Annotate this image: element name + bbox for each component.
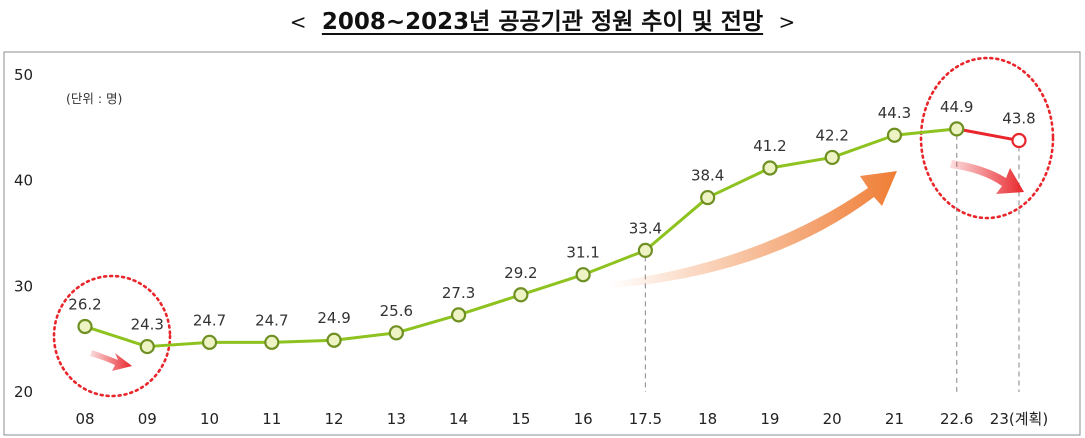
title-bracket-right: > bbox=[778, 10, 796, 34]
x-tick-label: 15 bbox=[511, 410, 530, 428]
data-label: 44.3 bbox=[878, 104, 911, 122]
data-label: 29.2 bbox=[504, 264, 537, 282]
data-label: 24.7 bbox=[193, 311, 226, 329]
title-bracket-left: < bbox=[289, 10, 307, 34]
x-tick-label: 21 bbox=[885, 410, 904, 428]
x-tick-label: 17.5 bbox=[629, 410, 662, 428]
data-label: 27.3 bbox=[442, 284, 475, 302]
data-point bbox=[762, 160, 778, 176]
x-tick-label: 19 bbox=[760, 410, 779, 428]
data-label: 24.3 bbox=[131, 316, 164, 334]
series-line-forecast bbox=[956, 127, 1020, 142]
x-tick-label: 22.6 bbox=[940, 410, 973, 428]
y-tick-label: 50 bbox=[14, 66, 33, 84]
x-tick-label: 11 bbox=[262, 410, 281, 428]
data-point bbox=[1011, 132, 1027, 149]
chart-title-row: < 2008~2023년 공공기관 정원 추이 및 전망 > bbox=[0, 2, 1085, 42]
x-tick-label: 12 bbox=[325, 410, 344, 428]
x-tick-label: 13 bbox=[387, 410, 406, 428]
chart-title: 2008~2023년 공공기관 정원 추이 및 전망 bbox=[321, 9, 764, 35]
data-point bbox=[824, 149, 840, 166]
y-tick-label: 30 bbox=[14, 277, 33, 295]
data-label: 44.9 bbox=[940, 98, 973, 116]
data-point bbox=[326, 332, 342, 348]
x-tick-label: 09 bbox=[138, 410, 157, 428]
data-point bbox=[886, 127, 903, 143]
x-tick-label: 16 bbox=[574, 410, 593, 428]
x-tick-label: 23(계획) bbox=[990, 410, 1048, 428]
data-point bbox=[949, 121, 965, 137]
data-label: 24.9 bbox=[317, 309, 350, 327]
data-label: 24.7 bbox=[255, 311, 288, 329]
data-point bbox=[264, 334, 280, 350]
data-label: 38.4 bbox=[691, 167, 724, 185]
data-label: 26.2 bbox=[68, 295, 101, 313]
trend-arrow bbox=[610, 171, 897, 288]
down-arrow-right bbox=[950, 160, 1024, 194]
x-tick-label: 08 bbox=[75, 410, 94, 428]
y-tick-label: 40 bbox=[14, 172, 33, 190]
data-point bbox=[575, 267, 591, 283]
highlight-circle-left bbox=[52, 274, 172, 398]
data-point bbox=[637, 242, 654, 259]
data-label: 25.6 bbox=[380, 302, 413, 320]
data-label: 31.1 bbox=[566, 244, 599, 262]
x-tick-label: 18 bbox=[698, 410, 717, 428]
data-point bbox=[388, 325, 404, 341]
x-tick-label: 14 bbox=[449, 410, 468, 428]
y-tick-label: 20 bbox=[14, 383, 33, 401]
down-arrow-left bbox=[90, 350, 132, 371]
data-label: 42.2 bbox=[815, 126, 848, 144]
data-point bbox=[700, 189, 716, 206]
data-point bbox=[201, 334, 218, 350]
highlight-circle-right bbox=[919, 56, 1055, 220]
unit-label: (단위 : 명) bbox=[66, 91, 122, 106]
data-point bbox=[451, 307, 467, 323]
data-point bbox=[513, 287, 529, 303]
data-label: 43.8 bbox=[1002, 110, 1035, 128]
data-point bbox=[139, 338, 155, 355]
chart-frame bbox=[3, 51, 1081, 436]
x-tick-label: 20 bbox=[823, 410, 842, 428]
x-tick-label: 10 bbox=[200, 410, 219, 428]
data-point bbox=[77, 318, 93, 335]
data-label: 41.2 bbox=[753, 137, 786, 155]
data-label: 33.4 bbox=[629, 219, 662, 237]
